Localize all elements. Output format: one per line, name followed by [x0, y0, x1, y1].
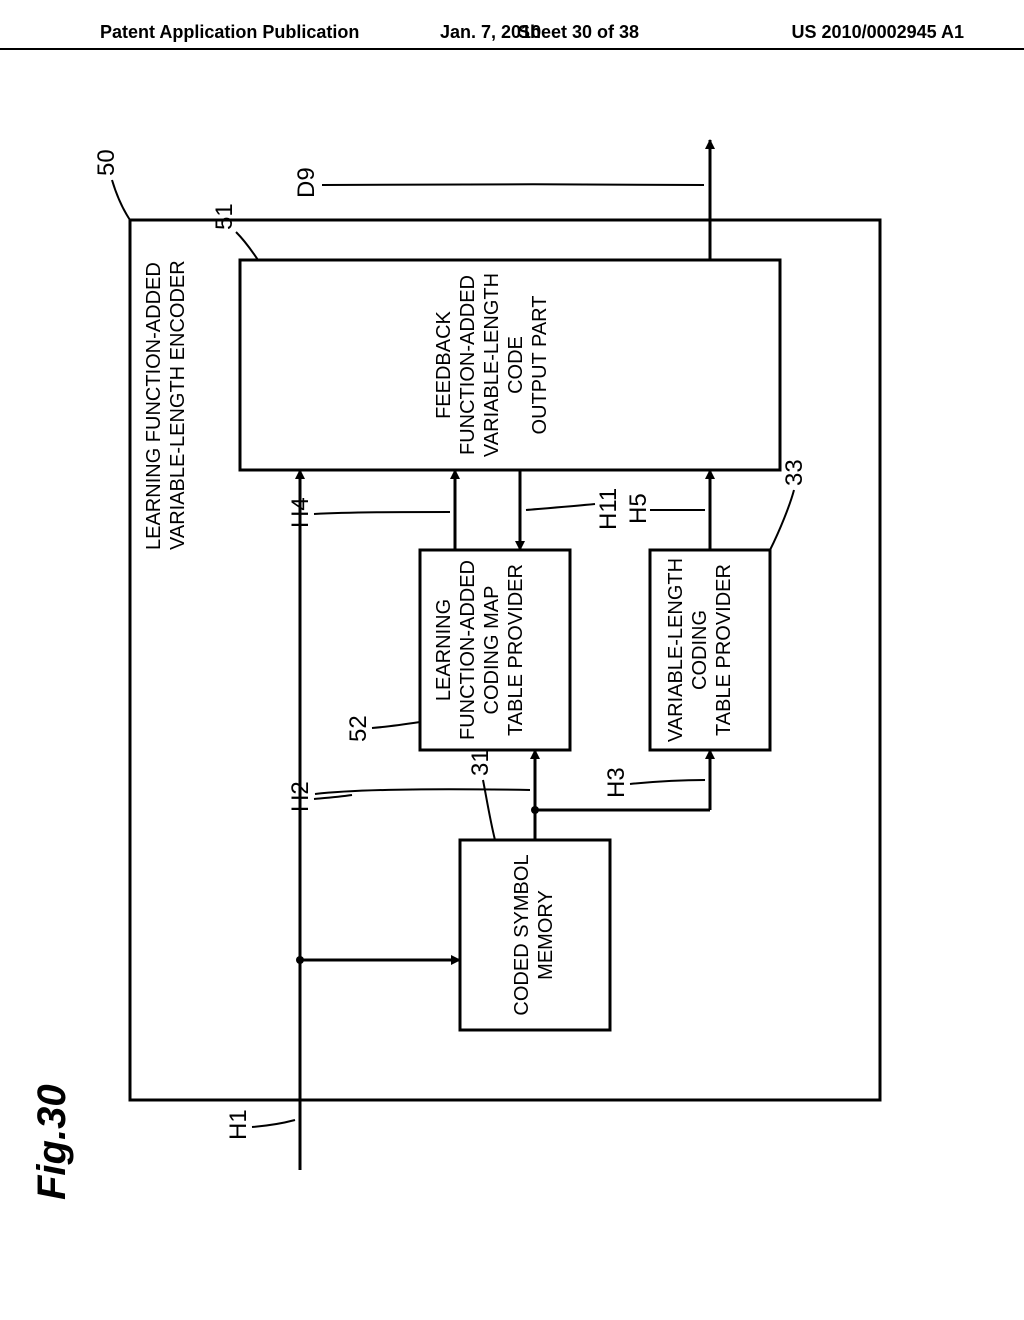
node-mem-split	[531, 806, 539, 814]
figure-label: Fig.30	[30, 1084, 74, 1200]
header-pubno: US 2010/0002945 A1	[792, 22, 964, 43]
node-h1-split	[296, 956, 304, 964]
lbl-h2: H2	[287, 781, 314, 812]
ref-50: 50	[93, 149, 120, 176]
lead-h4	[314, 512, 450, 514]
lbl-h11: H11	[595, 488, 622, 530]
map-l3: CODING MAP	[481, 586, 503, 715]
encoder-title-l2: VARIABLE-LENGTH ENCODER	[167, 260, 189, 550]
mem-l1: CODED SYMBOL	[511, 854, 533, 1015]
lbl-h5: H5	[625, 493, 652, 524]
map-l1: LEARNING	[433, 599, 455, 701]
lead-h2-final	[315, 789, 530, 794]
encoder-title-l1: LEARNING FUNCTION-ADDED	[143, 262, 165, 550]
vlc-l1: VARIABLE-LENGTH	[665, 558, 687, 742]
lead-51	[236, 232, 258, 260]
lbl-h1: H1	[225, 1109, 252, 1140]
map-l2: FUNCTION-ADDED	[457, 560, 479, 740]
ref-52: 52	[345, 715, 372, 742]
lead-h2	[314, 795, 352, 799]
lead-d9-main	[322, 184, 704, 185]
lead-33	[770, 490, 794, 550]
out-l2: FUNCTION-ADDED	[457, 275, 479, 455]
out-l5: OUTPUT PART	[529, 296, 551, 435]
out-l4: CODE	[505, 336, 527, 394]
header-sheet: Sheet 30 of 38	[518, 22, 639, 43]
figure-label-wrap: Fig.30	[30, 1000, 75, 1200]
header-left: Patent Application Publication	[100, 22, 359, 43]
ref-31: 31	[467, 749, 494, 776]
lead-50	[112, 180, 130, 220]
mem-l2: MEMORY	[535, 890, 557, 980]
ref-51: 51	[211, 203, 238, 230]
diagram-svg: LEARNING FUNCTION-ADDED VARIABLE-LENGTH …	[90, 130, 920, 1190]
lbl-h4: H4	[287, 497, 314, 528]
lbl-h3: H3	[603, 767, 630, 798]
vlc-l2: CODING	[689, 610, 711, 690]
diagram: Fig.30 LEARNING FUNCTION-ADDED VARIABLE-…	[90, 130, 920, 1190]
vlc-l3: TABLE PROVIDER	[713, 564, 735, 736]
lead-h3	[630, 780, 705, 784]
lead-h11	[526, 504, 595, 510]
map-l4: TABLE PROVIDER	[505, 564, 527, 736]
figure-area: Fig.30 LEARNING FUNCTION-ADDED VARIABLE-…	[90, 130, 920, 1190]
lead-h1	[252, 1120, 295, 1127]
lbl-d9: D9	[293, 167, 320, 198]
lead-52	[372, 722, 420, 728]
out-l3: VARIABLE-LENGTH	[481, 273, 503, 457]
ref-33: 33	[781, 459, 808, 486]
page-header: Patent Application Publication Jan. 7, 2…	[0, 48, 1024, 50]
out-l1: FEEDBACK	[433, 310, 455, 418]
page: Patent Application Publication Jan. 7, 2…	[0, 0, 1024, 1320]
